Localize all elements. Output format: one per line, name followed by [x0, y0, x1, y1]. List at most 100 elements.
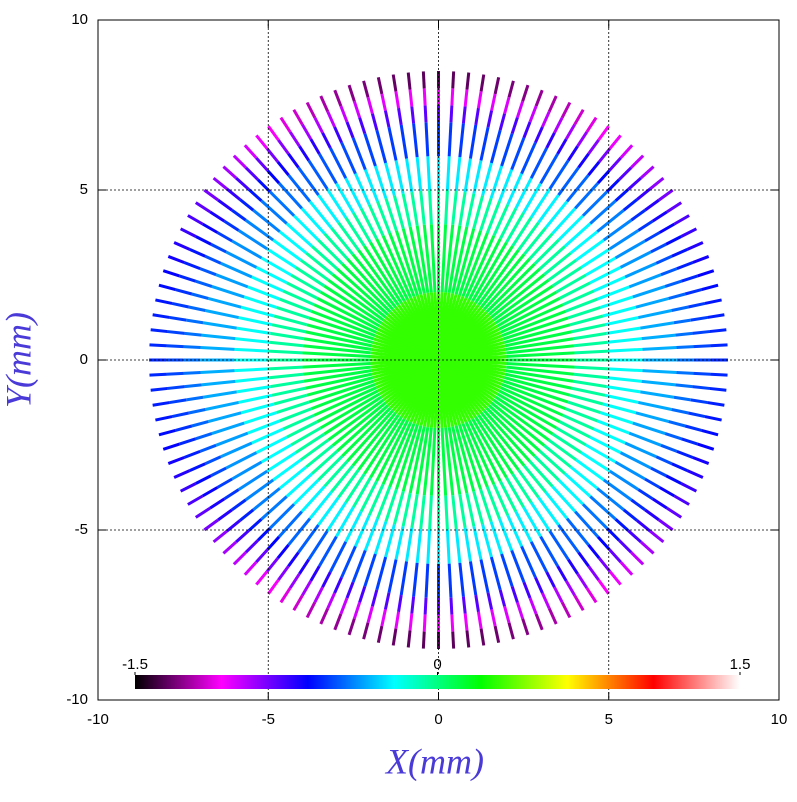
ray-segment: [463, 158, 472, 193]
ray-segment: [310, 309, 376, 338]
ray-segment: [212, 176, 228, 190]
ray-segment: [223, 219, 240, 232]
ray-segment: [419, 495, 426, 530]
ray-segment: [383, 110, 391, 128]
ray-segment: [401, 228, 423, 295]
ray-segment: [444, 190, 449, 225]
ray-segment: [223, 488, 240, 501]
ray-segment: [581, 503, 609, 530]
ray-segment: [358, 585, 367, 603]
ray-segment: [657, 518, 674, 532]
ray-segment: [553, 586, 564, 604]
ray-segment: [149, 343, 167, 348]
ray-segment: [658, 222, 676, 234]
ray-segment: [381, 421, 413, 485]
ray-segment: [651, 210, 668, 223]
ray-segment: [498, 389, 561, 424]
ray-segment: [565, 297, 598, 313]
ray-segment: [589, 266, 622, 285]
ray-segment: [238, 393, 273, 404]
ray-segment: [461, 422, 489, 488]
ray-segment: [474, 416, 514, 475]
ray-segment: [687, 301, 706, 309]
ray-segment: [325, 501, 348, 532]
ray-segment: [597, 579, 610, 595]
ray-segment: [537, 496, 560, 526]
ray-segment: [215, 431, 249, 447]
ray-segment: [362, 80, 370, 98]
ray-segment: [173, 241, 191, 251]
ray-segment: [454, 156, 462, 192]
ray-segment: [304, 330, 373, 348]
ray-segment: [494, 395, 554, 436]
ray-segment: [429, 427, 437, 496]
ray-segment: [503, 323, 571, 344]
ray-segment: [545, 132, 556, 149]
ray-segment: [167, 330, 185, 335]
ray-segment: [410, 106, 416, 124]
ray-segment: [451, 226, 469, 294]
ray-segment: [557, 479, 585, 506]
ray-segment: [489, 556, 502, 591]
ray-segment: [547, 607, 558, 625]
ray-segment: [346, 409, 395, 463]
ray-segment: [357, 249, 400, 306]
ray-segment: [307, 159, 329, 190]
ray-segment: [666, 201, 683, 214]
ray-segment: [463, 527, 472, 562]
ray-segment: [333, 613, 343, 631]
ray-segment: [564, 472, 592, 498]
ray-segment: [150, 386, 168, 392]
ray-segment: [544, 200, 569, 229]
ray-segment: [373, 165, 388, 199]
ray-segment: [650, 242, 667, 254]
ray-segment: [474, 107, 480, 126]
ray-segment: [564, 580, 576, 597]
ray-segment: [252, 209, 281, 233]
ray-segment: [239, 508, 255, 522]
ray-segment: [266, 247, 297, 269]
ray-segment: [225, 250, 258, 269]
ray-segment: [599, 411, 634, 425]
ray-segment: [412, 562, 419, 597]
ray-segment: [551, 266, 583, 288]
ray-segment: [523, 464, 547, 494]
ray-segment: [454, 528, 462, 564]
ray-segment: [567, 145, 579, 162]
x-tick-label: 0: [434, 711, 442, 728]
ray-segment: [479, 74, 486, 92]
ray-segment: [354, 514, 371, 547]
ray-segment: [260, 495, 288, 521]
ray-segment: [339, 597, 349, 615]
ray-segment: [405, 527, 414, 562]
ray-segment: [294, 266, 326, 288]
ray-segment: [232, 154, 247, 169]
ray-segment: [268, 349, 303, 355]
ray-segment: [225, 451, 258, 470]
ray-segment: [309, 138, 321, 155]
ray-segment: [415, 225, 430, 294]
ray-segment: [607, 337, 642, 344]
ray-segment: [344, 473, 366, 504]
ray-segment: [572, 331, 607, 341]
ray-segment: [301, 580, 313, 597]
ray-segment: [444, 495, 449, 530]
ray-segment: [618, 539, 633, 554]
colorbar: [135, 675, 740, 689]
ray-segment: [463, 89, 469, 107]
ray-segment: [551, 432, 583, 454]
ray-segment: [641, 333, 676, 341]
ray-segment: [422, 224, 433, 293]
ray-segment: [447, 122, 453, 157]
ray-segment: [596, 535, 611, 551]
ray-segment: [580, 451, 611, 473]
ray-segment: [567, 400, 601, 414]
ray-segment: [657, 188, 674, 202]
ray-segment: [394, 160, 405, 195]
ray-segment: [494, 284, 554, 325]
ray-segment: [278, 465, 308, 490]
ray-segment: [675, 331, 693, 337]
ray-segment: [422, 614, 427, 632]
ray-segment: [351, 549, 367, 583]
ray-segment: [538, 245, 567, 271]
